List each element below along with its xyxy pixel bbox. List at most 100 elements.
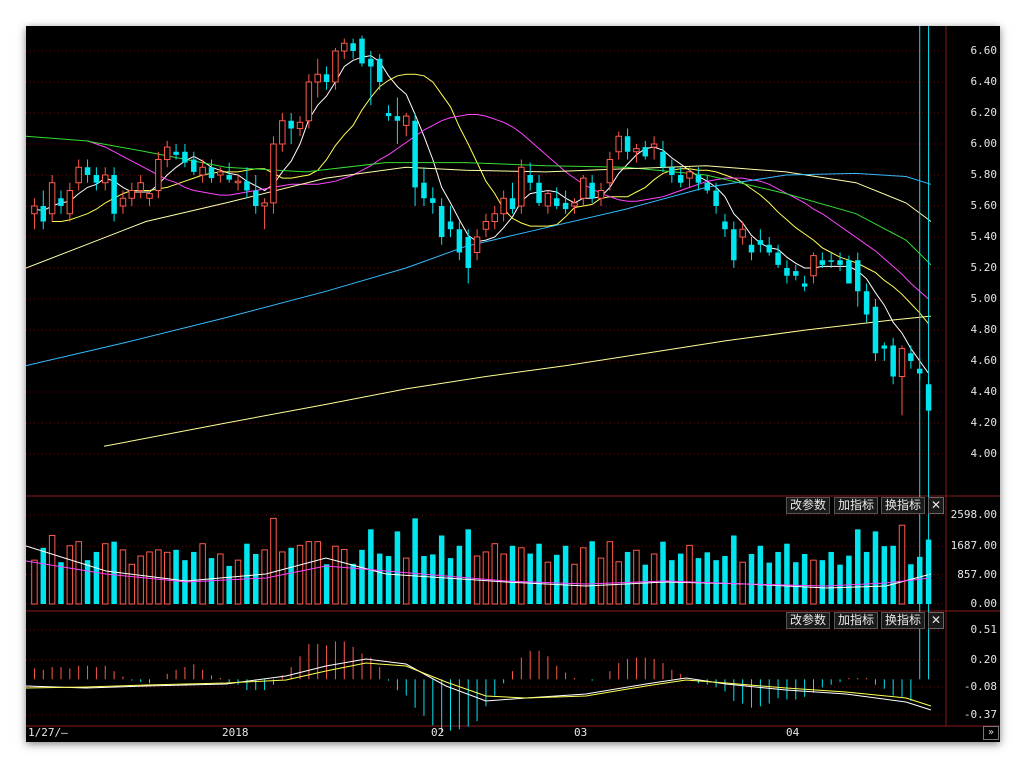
volume-bar <box>48 534 56 605</box>
volume-bar <box>84 560 91 604</box>
chart-canvas[interactable] <box>26 26 1000 742</box>
candle-body <box>394 116 401 121</box>
dea-line <box>26 662 932 707</box>
candle-body <box>633 148 640 153</box>
candle-body <box>199 166 206 176</box>
volume-bar <box>128 563 136 605</box>
volume-bar <box>323 564 330 604</box>
candle-body <box>208 167 215 179</box>
volume-bar <box>509 545 516 604</box>
candle-body <box>713 190 719 206</box>
candle-body <box>288 120 294 129</box>
candle-body <box>810 255 817 277</box>
close-icon-macd[interactable]: ✕ <box>928 612 944 629</box>
ma5-line <box>34 55 930 374</box>
date-label: 03 <box>574 726 588 739</box>
candle-body <box>163 146 171 160</box>
candle-body <box>58 198 64 206</box>
candle-body <box>66 190 74 215</box>
price-tick-label: 5.80 <box>970 168 998 181</box>
volume-bar <box>642 564 649 604</box>
candle-body <box>580 177 587 199</box>
candle-body <box>695 175 702 183</box>
candle-body <box>191 159 197 172</box>
candle-body <box>615 135 622 153</box>
candle-body <box>855 260 861 292</box>
scroll-right-icon[interactable]: » <box>983 726 999 740</box>
candle-body <box>270 143 277 204</box>
volume-bar <box>368 529 374 604</box>
candle-body <box>518 166 525 207</box>
volume-bar <box>438 535 445 604</box>
volume-bar <box>58 562 64 604</box>
volume-bar <box>589 541 595 604</box>
volume-bar <box>757 545 764 604</box>
candle-body <box>801 283 808 287</box>
add-indicator-button-macd[interactable]: 加指标 <box>834 612 879 629</box>
candle-body <box>146 193 153 199</box>
macd-tick-label: -0.08 <box>963 679 997 693</box>
volume-bar <box>722 556 728 604</box>
modify-params-button[interactable]: 改参数 <box>786 497 831 514</box>
volume-bar <box>739 561 746 605</box>
candle-body <box>341 42 348 52</box>
volume-bar <box>456 545 463 604</box>
macd-tick-label: 0.20 <box>970 652 998 666</box>
modify-params-button-macd[interactable]: 改参数 <box>786 612 831 629</box>
candle-body <box>385 113 392 117</box>
candle-body <box>597 190 605 199</box>
candle-body <box>279 120 286 145</box>
close-icon[interactable]: ✕ <box>928 497 944 514</box>
volume-bar <box>898 524 906 605</box>
volume-bar <box>881 546 888 604</box>
change-indicator-button-macd[interactable]: 换指标 <box>881 612 926 629</box>
candle-body <box>253 190 259 206</box>
volume-bar <box>385 556 392 604</box>
volume-bar <box>775 551 781 604</box>
volume-bar <box>137 555 144 605</box>
volume-bar <box>536 543 542 604</box>
candle-body <box>890 345 896 377</box>
volume-bar <box>650 553 658 605</box>
candle-body <box>775 252 781 265</box>
chart-window: 改参数 加指标 换指标 ✕ 改参数 加指标 换指标 ✕ » 6.60 6.40 6.… <box>26 26 1000 742</box>
candle-body <box>766 244 772 253</box>
candle-body <box>500 197 507 215</box>
volume-bar <box>199 543 206 605</box>
candle-body <box>650 143 658 148</box>
price-tick-label: 6.60 <box>970 44 998 57</box>
candle-body <box>748 244 755 253</box>
volume-bar <box>430 554 436 604</box>
candle-body <box>589 182 595 199</box>
candle-body <box>722 221 728 230</box>
volume-bar <box>731 535 737 604</box>
candle-body <box>660 151 666 168</box>
volume-bar <box>819 560 826 604</box>
add-indicator-button[interactable]: 加指标 <box>834 497 879 514</box>
change-indicator-button[interactable]: 换指标 <box>881 497 926 514</box>
volume-bar <box>376 553 383 604</box>
volume-bar <box>491 543 499 605</box>
volume-bar <box>447 558 454 604</box>
volume-bar <box>793 562 799 604</box>
candle-body <box>544 193 552 207</box>
price-tick-label: 4.20 <box>970 416 998 429</box>
candle-body <box>305 81 313 122</box>
candle-body <box>881 345 888 349</box>
candle-body <box>606 159 614 184</box>
candle-body <box>757 240 764 245</box>
volume-bar <box>226 565 232 604</box>
candle-body <box>93 175 100 183</box>
candle-body <box>244 181 250 191</box>
price-tick-label: 6.00 <box>970 137 998 150</box>
volume-bar <box>332 545 339 605</box>
volume-bar <box>713 560 719 604</box>
candle-body <box>837 260 843 265</box>
volume-bar <box>784 543 790 604</box>
candle-body <box>155 159 162 191</box>
candle-body <box>686 171 693 179</box>
volume-bar <box>244 543 250 604</box>
candle-body <box>872 306 879 354</box>
candle-body <box>465 237 471 268</box>
volume-bar <box>403 557 410 605</box>
